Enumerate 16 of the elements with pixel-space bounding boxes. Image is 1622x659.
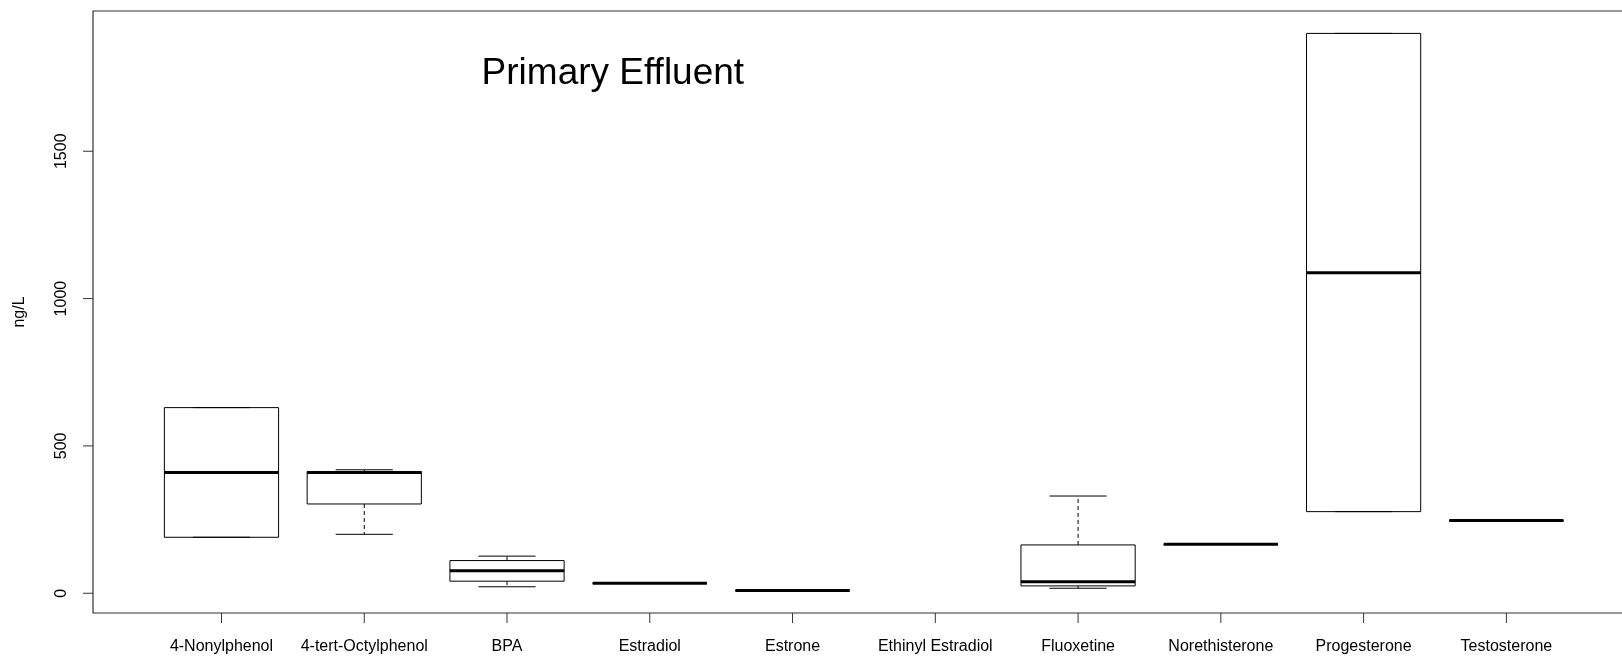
y-tick-label: 0 (52, 588, 70, 598)
y-tick-label: 1000 (52, 280, 70, 317)
x-tick-label: Estradiol (618, 637, 681, 655)
y-axis-title: ng/L (10, 296, 28, 328)
x-tick-label: Ethinyl Estradiol (877, 637, 993, 655)
x-tick-label: Fluoxetine (1041, 637, 1116, 655)
x-tick-label: Progesterone (1315, 637, 1412, 655)
x-tick-label: Testosterone (1460, 637, 1553, 655)
x-tick-label: 4-tert-Octylphenol (300, 637, 428, 655)
x-tick-label: 4-Nonylphenol (169, 637, 274, 655)
y-tick-label: 500 (52, 432, 70, 460)
x-tick-label: BPA (491, 637, 523, 655)
x-tick-label: Estrone (764, 637, 821, 655)
text: Primary Effluent (481, 51, 745, 93)
y-tick-label: 1500 (52, 133, 70, 170)
x-tick-label: Norethisterone (1168, 637, 1274, 655)
